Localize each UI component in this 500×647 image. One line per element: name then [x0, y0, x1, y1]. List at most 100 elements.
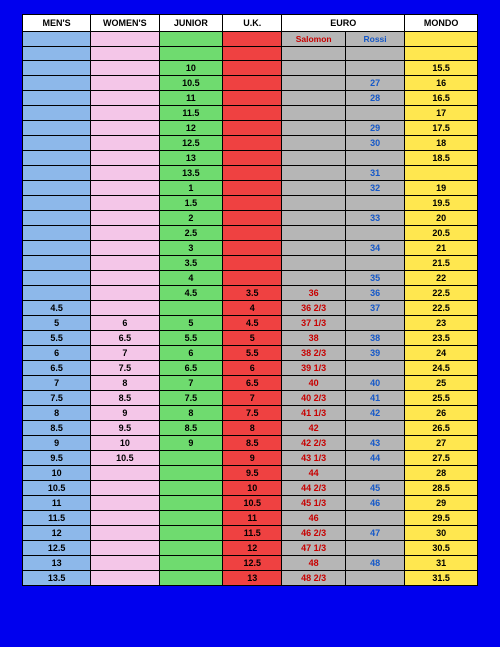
table-row: 8987.541 1/34226 [23, 406, 478, 421]
cell-salomon: 40 2/3 [282, 391, 346, 406]
cell-junior: 12 [159, 121, 223, 136]
cell-mondo: 25.5 [405, 391, 478, 406]
cell-women: 6.5 [91, 331, 159, 346]
cell-women [91, 76, 159, 91]
cell-junior: 10 [159, 61, 223, 76]
cell-women [91, 256, 159, 271]
cell-salomon [282, 121, 346, 136]
cell-men [23, 76, 91, 91]
cell-women [91, 181, 159, 196]
cell-junior [159, 541, 223, 556]
table-row: 1.519.5 [23, 196, 478, 211]
table-row: 10 15.5 [23, 61, 478, 76]
cell-rossi [346, 226, 405, 241]
cell-rossi [346, 571, 405, 586]
cell-men [23, 211, 91, 226]
cell-men: 12 [23, 526, 91, 541]
page-background: MEN'S WOMEN'S JUNIOR U.K. EURO MONDO Sal… [0, 0, 500, 647]
cell-men [23, 151, 91, 166]
cell-salomon: 47 1/3 [282, 541, 346, 556]
cell-salomon [282, 226, 346, 241]
cell-uk: 9 [223, 451, 282, 466]
subhead-uk [223, 32, 282, 47]
cell-junior: 7 [159, 376, 223, 391]
cell-rossi [346, 196, 405, 211]
cell-salomon [282, 76, 346, 91]
cell-rossi: 47 [346, 526, 405, 541]
cell-salomon: 38 2/3 [282, 346, 346, 361]
cell-men [23, 181, 91, 196]
cell-salomon [282, 136, 346, 151]
cell-uk: 11 [223, 511, 282, 526]
cell-rossi [346, 511, 405, 526]
cell-rossi [346, 541, 405, 556]
subhead-mondo [405, 32, 478, 47]
cell-uk [223, 91, 282, 106]
cell-women [91, 166, 159, 181]
cell-women [91, 271, 159, 286]
cell-mondo: 15.5 [405, 61, 478, 76]
cell-salomon: 40 [282, 376, 346, 391]
cell-salomon [282, 181, 346, 196]
cell-women [91, 541, 159, 556]
cell-men: 7.5 [23, 391, 91, 406]
subhead-junior [159, 32, 223, 47]
cell-junior [159, 571, 223, 586]
cell-salomon: 44 [282, 466, 346, 481]
cell-salomon: 36 2/3 [282, 301, 346, 316]
cell-men: 5 [23, 316, 91, 331]
cell-mondo: 29 [405, 496, 478, 511]
cell-men: 9.5 [23, 451, 91, 466]
cell-mondo: 17 [405, 106, 478, 121]
cell-junior [159, 556, 223, 571]
cell-women [91, 211, 159, 226]
cell-salomon: 42 2/3 [282, 436, 346, 451]
cell-men: 13 [23, 556, 91, 571]
cell-junior: 6.5 [159, 361, 223, 376]
cell-mondo: 26.5 [405, 421, 478, 436]
cell-rossi: 29 [346, 121, 405, 136]
table-row: 23320 [23, 211, 478, 226]
table-row: 109.54428 [23, 466, 478, 481]
cell-uk: 10.5 [223, 496, 282, 511]
cell-salomon: 48 2/3 [282, 571, 346, 586]
cell-mondo: 24.5 [405, 361, 478, 376]
cell-mondo: 16.5 [405, 91, 478, 106]
cell-uk [223, 241, 282, 256]
col-header-euro: EURO [282, 15, 405, 32]
cell-men: 9 [23, 436, 91, 451]
cell-rossi: 46 [346, 496, 405, 511]
cell-women [91, 61, 159, 76]
cell-women [91, 121, 159, 136]
cell-mondo: 23 [405, 316, 478, 331]
cell-uk: 6 [223, 361, 282, 376]
cell-men: 6 [23, 346, 91, 361]
cell-junior: 13 [159, 151, 223, 166]
cell-men [23, 256, 91, 271]
cell-junior: 11.5 [159, 106, 223, 121]
cell-salomon: 48 [282, 556, 346, 571]
cell-salomon [282, 91, 346, 106]
cell-men: 12.5 [23, 541, 91, 556]
cell-women [91, 466, 159, 481]
cell-mondo: 27.5 [405, 451, 478, 466]
cell-women: 7 [91, 346, 159, 361]
table-row: 122917.5 [23, 121, 478, 136]
cell-mondo: 20.5 [405, 226, 478, 241]
cell-women: 9.5 [91, 421, 159, 436]
cell-junior: 3.5 [159, 256, 223, 271]
cell-mondo [405, 166, 478, 181]
cell-uk [223, 166, 282, 181]
cell-women [91, 151, 159, 166]
table-row: 43522 [23, 271, 478, 286]
cell-salomon [282, 196, 346, 211]
cell-uk: 10 [223, 481, 282, 496]
cell-uk: 3.5 [223, 286, 282, 301]
cell-mondo [405, 47, 478, 61]
cell-uk [223, 271, 282, 286]
cell-uk [223, 211, 282, 226]
cell-junior: 6 [159, 346, 223, 361]
cell-junior: 13.5 [159, 166, 223, 181]
cell-uk: 6.5 [223, 376, 282, 391]
cell-rossi: 27 [346, 76, 405, 91]
